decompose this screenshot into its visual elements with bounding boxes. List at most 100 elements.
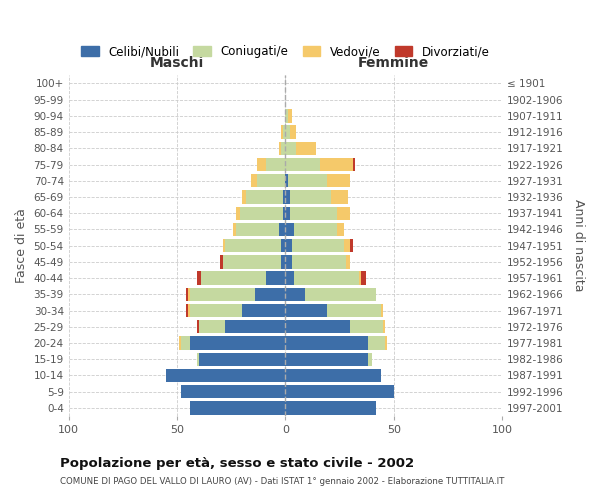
Bar <box>242 304 286 317</box>
Bar <box>383 320 385 334</box>
Bar <box>166 369 286 382</box>
Bar <box>240 206 283 220</box>
Bar <box>279 142 281 155</box>
Bar <box>281 255 286 268</box>
Bar <box>257 174 286 188</box>
Bar <box>255 288 286 301</box>
Bar <box>286 385 394 398</box>
Text: Femmine: Femmine <box>358 56 430 70</box>
Bar <box>326 174 350 188</box>
Bar <box>361 272 365 284</box>
Bar <box>294 223 337 236</box>
Bar <box>197 352 199 366</box>
Bar <box>181 336 190 349</box>
Bar <box>350 320 383 334</box>
Bar <box>346 255 350 268</box>
Bar <box>296 142 316 155</box>
Bar <box>305 288 376 301</box>
Bar <box>223 239 224 252</box>
Bar <box>320 158 353 171</box>
Bar <box>344 239 350 252</box>
Bar <box>286 239 292 252</box>
Bar <box>290 126 296 138</box>
Bar <box>190 304 242 317</box>
Bar <box>326 304 381 317</box>
Bar <box>224 239 281 252</box>
Bar <box>286 109 287 122</box>
Bar <box>290 206 337 220</box>
Bar <box>368 352 372 366</box>
Bar <box>359 272 361 284</box>
Bar <box>224 320 286 334</box>
Bar <box>199 352 286 366</box>
Bar <box>188 304 190 317</box>
Bar <box>286 174 287 188</box>
Text: Popolazione per età, sesso e stato civile - 2002: Popolazione per età, sesso e stato civil… <box>60 458 414 470</box>
Y-axis label: Fasce di età: Fasce di età <box>15 208 28 283</box>
Bar <box>337 223 344 236</box>
Bar <box>279 223 286 236</box>
Bar <box>350 239 353 252</box>
Text: COMUNE DI PAGO DEL VALLO DI LAURO (AV) - Dati ISTAT 1° gennaio 2002 - Elaborazio: COMUNE DI PAGO DEL VALLO DI LAURO (AV) -… <box>60 478 505 486</box>
Bar <box>385 336 387 349</box>
Bar <box>286 320 350 334</box>
Bar <box>199 320 224 334</box>
Bar <box>286 255 292 268</box>
Bar <box>368 336 385 349</box>
Bar <box>287 174 326 188</box>
Bar <box>286 158 320 171</box>
Bar <box>266 158 286 171</box>
Bar <box>286 206 290 220</box>
Y-axis label: Anni di nascita: Anni di nascita <box>572 200 585 292</box>
Bar <box>281 239 286 252</box>
Bar <box>286 142 296 155</box>
Bar <box>247 190 283 203</box>
Bar <box>236 223 279 236</box>
Bar <box>286 336 368 349</box>
Bar <box>266 272 286 284</box>
Bar <box>242 190 247 203</box>
Bar <box>287 109 292 122</box>
Bar <box>188 288 190 301</box>
Bar <box>286 126 290 138</box>
Bar <box>292 239 344 252</box>
Bar <box>286 190 290 203</box>
Bar <box>290 190 331 203</box>
Bar <box>294 272 359 284</box>
Bar <box>179 336 181 349</box>
Bar <box>353 158 355 171</box>
Bar <box>283 190 286 203</box>
Bar <box>286 223 294 236</box>
Bar <box>251 174 257 188</box>
Bar <box>286 369 381 382</box>
Bar <box>236 206 240 220</box>
Bar <box>233 223 236 236</box>
Bar <box>281 126 283 138</box>
Bar <box>292 255 346 268</box>
Bar <box>286 352 368 366</box>
Bar <box>185 288 188 301</box>
Bar <box>281 142 286 155</box>
Legend: Celibi/Nubili, Coniugati/e, Vedovi/e, Divorziati/e: Celibi/Nubili, Coniugati/e, Vedovi/e, Di… <box>76 40 494 63</box>
Bar <box>197 320 199 334</box>
Bar <box>220 255 223 268</box>
Bar <box>381 304 383 317</box>
Bar <box>286 304 326 317</box>
Bar <box>223 255 281 268</box>
Bar <box>257 158 266 171</box>
Bar <box>197 272 201 284</box>
Bar <box>181 385 286 398</box>
Text: Maschi: Maschi <box>150 56 204 70</box>
Bar <box>337 206 350 220</box>
Bar <box>190 401 286 414</box>
Bar <box>283 126 286 138</box>
Bar <box>190 288 255 301</box>
Bar <box>286 401 376 414</box>
Bar <box>190 336 286 349</box>
Bar <box>286 272 294 284</box>
Bar <box>331 190 348 203</box>
Bar <box>286 288 305 301</box>
Bar <box>201 272 266 284</box>
Bar <box>283 206 286 220</box>
Bar <box>185 304 188 317</box>
